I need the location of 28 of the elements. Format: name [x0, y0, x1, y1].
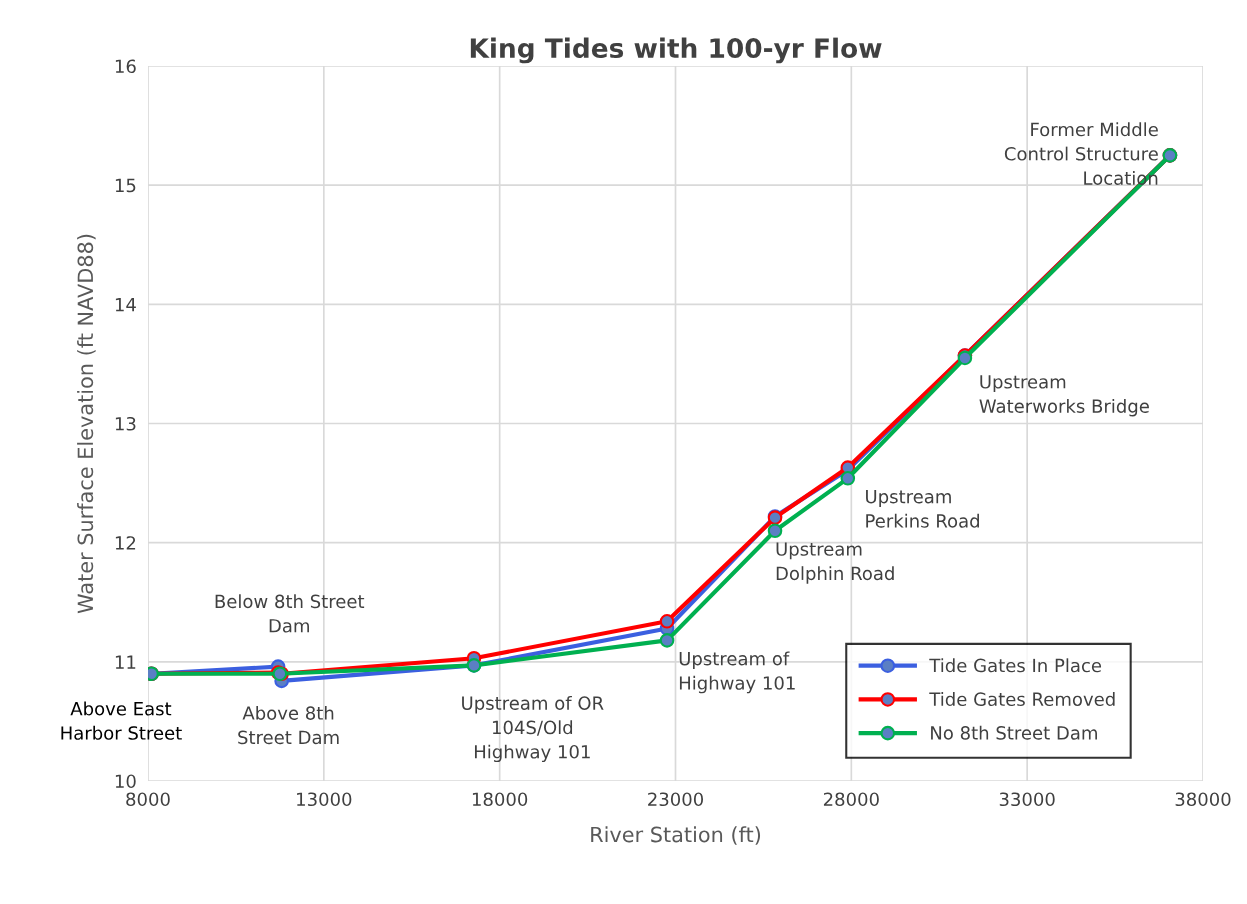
legend-label: Tide Gates Removed	[929, 692, 1115, 707]
legend-label: No 8th Street Dam	[931, 725, 1097, 740]
y-axis-title: Water Surface Elevation (ft NAVD88)	[77, 234, 96, 614]
y-tick-label: 13	[115, 416, 136, 431]
annotation: Below 8th Street Dam	[215, 594, 365, 633]
annotation: Upstream Waterworks Bridge	[979, 375, 1149, 417]
x-axis-title: River Station (ft)	[591, 826, 761, 845]
y-tick-label: 11	[115, 655, 136, 669]
x-tick-label: 23000	[648, 792, 704, 807]
annotation: Upstream of Highway 101	[679, 651, 795, 694]
annotation: Upstream Dolphin Road	[776, 542, 894, 584]
x-tick-label: 33000	[999, 792, 1055, 807]
y-tick-label: 14	[115, 298, 136, 312]
annotation: Above East Harbor Street	[61, 701, 182, 740]
annotation: Upstream Perkins Road	[866, 489, 979, 528]
y-tick-label: 15	[115, 178, 136, 193]
y-tick-label: 10	[115, 774, 136, 789]
y-tick-label: 12	[115, 536, 136, 550]
x-tick-label: 28000	[823, 792, 879, 807]
annotation: Above 8th Street Dam	[238, 705, 339, 745]
chart-title: King Tides with 100-yr Flow	[470, 37, 882, 64]
annotation: Upstream of OR 104S/Old Highway 101	[462, 695, 604, 763]
y-tick-label: 16	[115, 59, 136, 74]
x-tick-label: 38000	[1175, 792, 1231, 807]
x-tick-label: 8000	[126, 792, 170, 807]
x-tick-label: 18000	[472, 792, 528, 807]
legend-label: Tide Gates In Place	[929, 658, 1102, 673]
x-tick-label: 13000	[297, 792, 352, 807]
